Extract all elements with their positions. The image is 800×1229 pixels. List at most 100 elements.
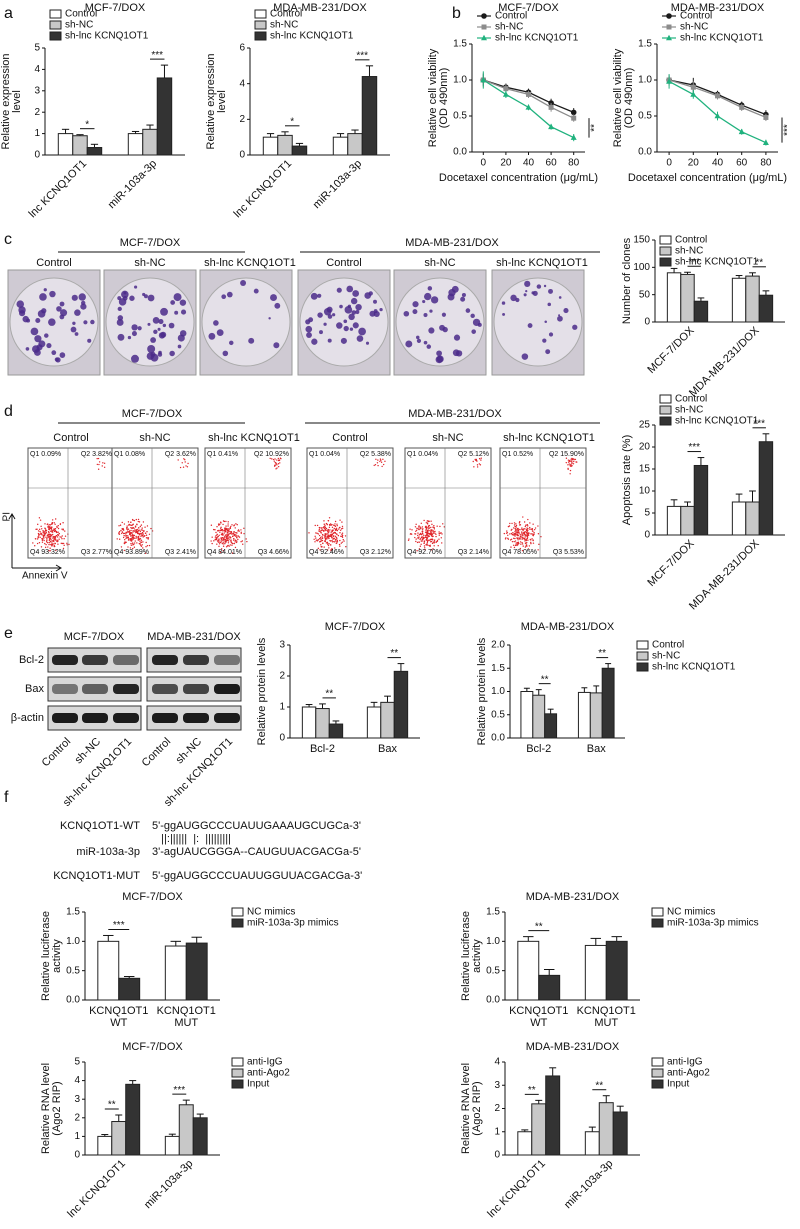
event-dot [425, 538, 428, 540]
event-dot [421, 532, 424, 535]
event-dot [414, 533, 417, 535]
event-dot [333, 531, 336, 534]
event-dot [131, 533, 133, 535]
colony-dot [502, 312, 506, 316]
colony-dot [118, 298, 127, 306]
colony-dot [268, 317, 271, 320]
event-dot [231, 544, 233, 546]
row-label: β-actin [11, 712, 44, 724]
event-dot [384, 460, 386, 463]
bar [598, 1102, 614, 1156]
event-dot [138, 521, 141, 523]
event-dot [42, 530, 45, 532]
legend-label: miR-103a-3p mimics [667, 918, 759, 929]
row-label: Bcl-2 [19, 654, 44, 666]
point [739, 104, 745, 110]
event-dot [222, 545, 225, 547]
legend-label: anti-IgG [667, 1057, 703, 1068]
event-dot [341, 533, 343, 536]
x-tick-label: WT [530, 1017, 547, 1029]
event-dot [380, 461, 383, 463]
event-dot [439, 525, 441, 528]
colony-dot [358, 327, 366, 336]
event-dot [314, 524, 316, 527]
blot-band [113, 713, 139, 723]
flow-label: Control [53, 432, 88, 444]
colony-dot [548, 332, 554, 337]
event-dot [48, 524, 51, 526]
colony-dot [416, 335, 420, 340]
x-tick-label: Bax [587, 743, 606, 755]
colony-dot [152, 316, 160, 324]
event-dot [233, 531, 235, 533]
event-dot [216, 536, 218, 539]
event-dot [97, 457, 100, 460]
y-tick-label: 1 [34, 128, 40, 139]
event-dot [336, 523, 338, 525]
event-dot [523, 528, 525, 530]
event-dot [407, 539, 410, 542]
sig-label: *** [783, 124, 794, 136]
event-dot [424, 548, 426, 551]
event-dot [474, 458, 476, 461]
colony-dot [521, 353, 529, 360]
colony-dot [87, 338, 92, 343]
colony-dot [35, 317, 41, 323]
colony-dot [177, 344, 182, 349]
y-axis-label: Relative protein levels [476, 637, 488, 745]
point [666, 78, 673, 84]
event-dot [222, 533, 224, 535]
axis-label: Annexin V [22, 571, 68, 582]
blot-band [52, 684, 78, 694]
sig-label: *** [113, 920, 125, 931]
event-dot [132, 547, 134, 550]
colony-dot [455, 350, 463, 357]
event-dot [323, 546, 325, 548]
colony-dot [25, 347, 30, 351]
event-dot [331, 539, 333, 542]
event-dot [327, 544, 330, 547]
y-tick-label: 2 [279, 671, 285, 682]
y-tick-label: 1.5 [453, 39, 467, 50]
legend-label: sh-NC [270, 20, 298, 31]
y-axis-label: Relative expression [0, 54, 12, 150]
event-dot [438, 534, 440, 536]
event-dot [345, 546, 347, 548]
event-dot [334, 547, 336, 549]
event-dot [41, 534, 43, 536]
event-dot [326, 538, 328, 540]
event-dot [327, 534, 329, 536]
event-dot [415, 540, 417, 543]
event-dot [227, 542, 230, 544]
event-dot [137, 537, 140, 539]
event-dot [41, 528, 43, 530]
event-dot [218, 541, 220, 543]
event-dot [432, 526, 434, 528]
event-dot [46, 539, 48, 542]
event-dot [144, 532, 147, 535]
colony-dot [423, 340, 428, 345]
event-dot [49, 526, 51, 528]
event-dot [325, 522, 328, 525]
event-dot [128, 533, 131, 536]
event-dot [334, 523, 336, 525]
event-dot [530, 542, 532, 545]
legend-swatch [254, 20, 267, 30]
colony-dot [405, 340, 413, 348]
colony-dot [563, 308, 569, 314]
event-dot [127, 546, 129, 548]
event-dot [218, 545, 220, 548]
colony-dot [465, 308, 471, 313]
colony-dot [273, 342, 280, 349]
flow-label: sh-NC [432, 432, 463, 444]
event-dot [340, 528, 343, 530]
event-dot [103, 466, 106, 468]
event-dot [526, 541, 528, 544]
legend-swatch [231, 907, 244, 917]
event-dot [525, 544, 528, 546]
quadrant-label: Q3 5.53% [553, 549, 584, 556]
event-dot [142, 536, 144, 538]
sequence-name: KCNQ1OT1-WT [60, 820, 140, 832]
event-dot [323, 520, 325, 522]
plate-label: Control [326, 257, 361, 269]
